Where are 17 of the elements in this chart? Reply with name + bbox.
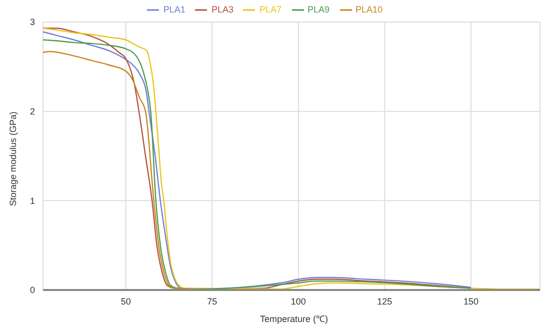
legend-label: PLA9 bbox=[308, 4, 330, 14]
y-tick-label: 3 bbox=[30, 17, 35, 28]
x-axis-title: Temperature (℃) bbox=[260, 314, 328, 324]
legend-label: PLA1 bbox=[163, 4, 186, 14]
x-tick-label: 100 bbox=[290, 296, 306, 306]
legend-label: PLA10 bbox=[356, 4, 383, 14]
x-tick-label: 75 bbox=[207, 296, 218, 306]
y-tick-label: 1 bbox=[30, 196, 35, 206]
y-axis-title: Storage modulus (GPa) bbox=[8, 111, 18, 206]
x-tick-label: 50 bbox=[120, 296, 131, 306]
legend-label: PLA3 bbox=[211, 4, 234, 14]
x-tick-label: 125 bbox=[377, 296, 392, 306]
legend-label: PLA7 bbox=[259, 4, 282, 14]
y-tick-label: 2 bbox=[30, 106, 35, 117]
y-tick-label: 0 bbox=[30, 285, 35, 296]
x-tick-label: 150 bbox=[463, 296, 478, 306]
line-series bbox=[43, 50, 196, 290]
